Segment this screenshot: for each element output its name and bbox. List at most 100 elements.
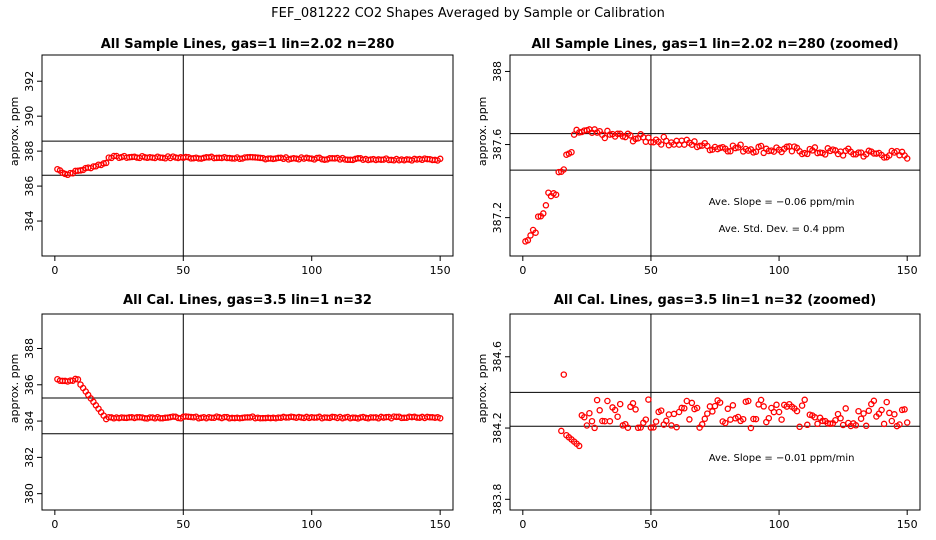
- data-point: [691, 138, 698, 145]
- y-tick-label: 392: [23, 71, 36, 92]
- data-point: [880, 154, 888, 161]
- data-point: [72, 375, 79, 383]
- panel-title: All Sample Lines, gas=1 lin=2.02 n=280: [101, 37, 395, 52]
- data-point: [688, 399, 696, 407]
- panel-1: All Sample Lines, gas=1 lin=2.02 n=280 0 5…: [8, 37, 454, 277]
- data-point: [686, 416, 693, 423]
- panel-3: All Cal. Lines, gas=3.5 lin=1 n=32 0 50 100…: [8, 293, 454, 531]
- data-point: [673, 423, 680, 431]
- y-tick-label: 386: [23, 176, 36, 197]
- data-point: [706, 146, 714, 154]
- data-point: [821, 151, 829, 158]
- data-point: [627, 132, 634, 139]
- data-point: [102, 159, 110, 167]
- data-point: [775, 408, 783, 416]
- data-point: [663, 417, 670, 425]
- data-point: [878, 406, 885, 414]
- data-point: [642, 416, 650, 423]
- data-point: [870, 397, 878, 405]
- data-point: [657, 407, 665, 414]
- data-point: [581, 413, 588, 421]
- data-point: [586, 409, 593, 417]
- panel-4: All Cal. Lines, gas=3.5 lin=1 n=32 (zoom…: [476, 293, 921, 531]
- data-point: [804, 421, 811, 429]
- data-point: [855, 149, 862, 156]
- data-point: [745, 397, 752, 405]
- x-tick-label: 0: [519, 264, 526, 277]
- data-point: [668, 422, 675, 429]
- data-point: [683, 397, 691, 405]
- data-point: [783, 143, 791, 151]
- data-point: [67, 169, 74, 177]
- y-tick-label: 390: [23, 106, 36, 127]
- data-point: [752, 415, 760, 423]
- data-series: [54, 375, 444, 423]
- data-point: [732, 144, 739, 152]
- x-tick-label: 100: [769, 518, 790, 531]
- data-point: [552, 191, 560, 198]
- x-tick-label: 100: [301, 264, 322, 277]
- data-point: [903, 155, 911, 162]
- y-axis-label: approx. ppm: [8, 97, 21, 167]
- y-tick-label: 388: [491, 61, 504, 82]
- data-point: [701, 415, 709, 423]
- data-point: [857, 415, 865, 422]
- data-point: [793, 407, 801, 415]
- data-point: [757, 142, 765, 150]
- data-point: [591, 424, 598, 432]
- plot-frame: [509, 54, 921, 257]
- data-point: [865, 407, 873, 415]
- x-tick-label: 150: [430, 264, 451, 277]
- data-point: [599, 417, 606, 425]
- y-tick-label: 387.6: [491, 129, 504, 161]
- x-tick-label: 100: [301, 518, 322, 531]
- data-point: [770, 408, 778, 416]
- data-point: [724, 148, 732, 155]
- data-point: [652, 418, 660, 425]
- annotation: Ave. Slope = −0.06 ppm/min: [709, 197, 855, 208]
- data-point: [837, 415, 844, 422]
- y-axis-label: approx. ppm: [476, 97, 489, 167]
- data-point: [903, 419, 911, 426]
- data-point: [883, 398, 890, 406]
- data-point: [624, 424, 632, 431]
- data-point: [739, 415, 747, 423]
- x-tick-label: 150: [897, 518, 918, 531]
- data-point: [814, 420, 821, 428]
- data-point: [634, 424, 642, 432]
- data-series: [54, 152, 444, 179]
- y-tick-label: 386: [23, 374, 36, 395]
- data-point: [773, 401, 780, 409]
- data-point: [650, 424, 657, 431]
- y-tick-label: 380: [23, 483, 36, 504]
- data-point: [729, 402, 737, 409]
- y-tick-label: 387.2: [491, 202, 504, 234]
- data-point: [711, 402, 719, 410]
- data-point: [862, 422, 870, 430]
- x-tick-label: 0: [51, 518, 58, 531]
- data-point: [747, 424, 755, 432]
- data-point: [588, 417, 596, 425]
- plot-frame: [41, 54, 454, 257]
- data-point: [583, 422, 591, 429]
- data-point: [629, 400, 637, 407]
- data-point: [722, 419, 729, 427]
- data-point: [698, 421, 706, 428]
- y-tick-label: 384.6: [491, 341, 504, 373]
- plot-frame: [41, 313, 454, 511]
- y-tick-label: 382: [23, 447, 36, 468]
- y-tick-label: 384.2: [491, 412, 504, 444]
- annotation: Ave. Std. Dev. = 0.4 ppm: [719, 224, 845, 235]
- data-point: [637, 424, 644, 431]
- panel-title: All Cal. Lines, gas=3.5 lin=1 n=32: [123, 293, 372, 308]
- data-point: [542, 202, 550, 209]
- data-point: [670, 410, 678, 418]
- data-point: [436, 414, 444, 422]
- data-point: [891, 411, 898, 418]
- data-point: [709, 408, 716, 415]
- data-point: [560, 371, 568, 378]
- data-point: [750, 415, 757, 423]
- figure-title: FEF_081222 CO2 Shapes Averaged by Sample…: [271, 6, 665, 21]
- data-point: [436, 155, 444, 163]
